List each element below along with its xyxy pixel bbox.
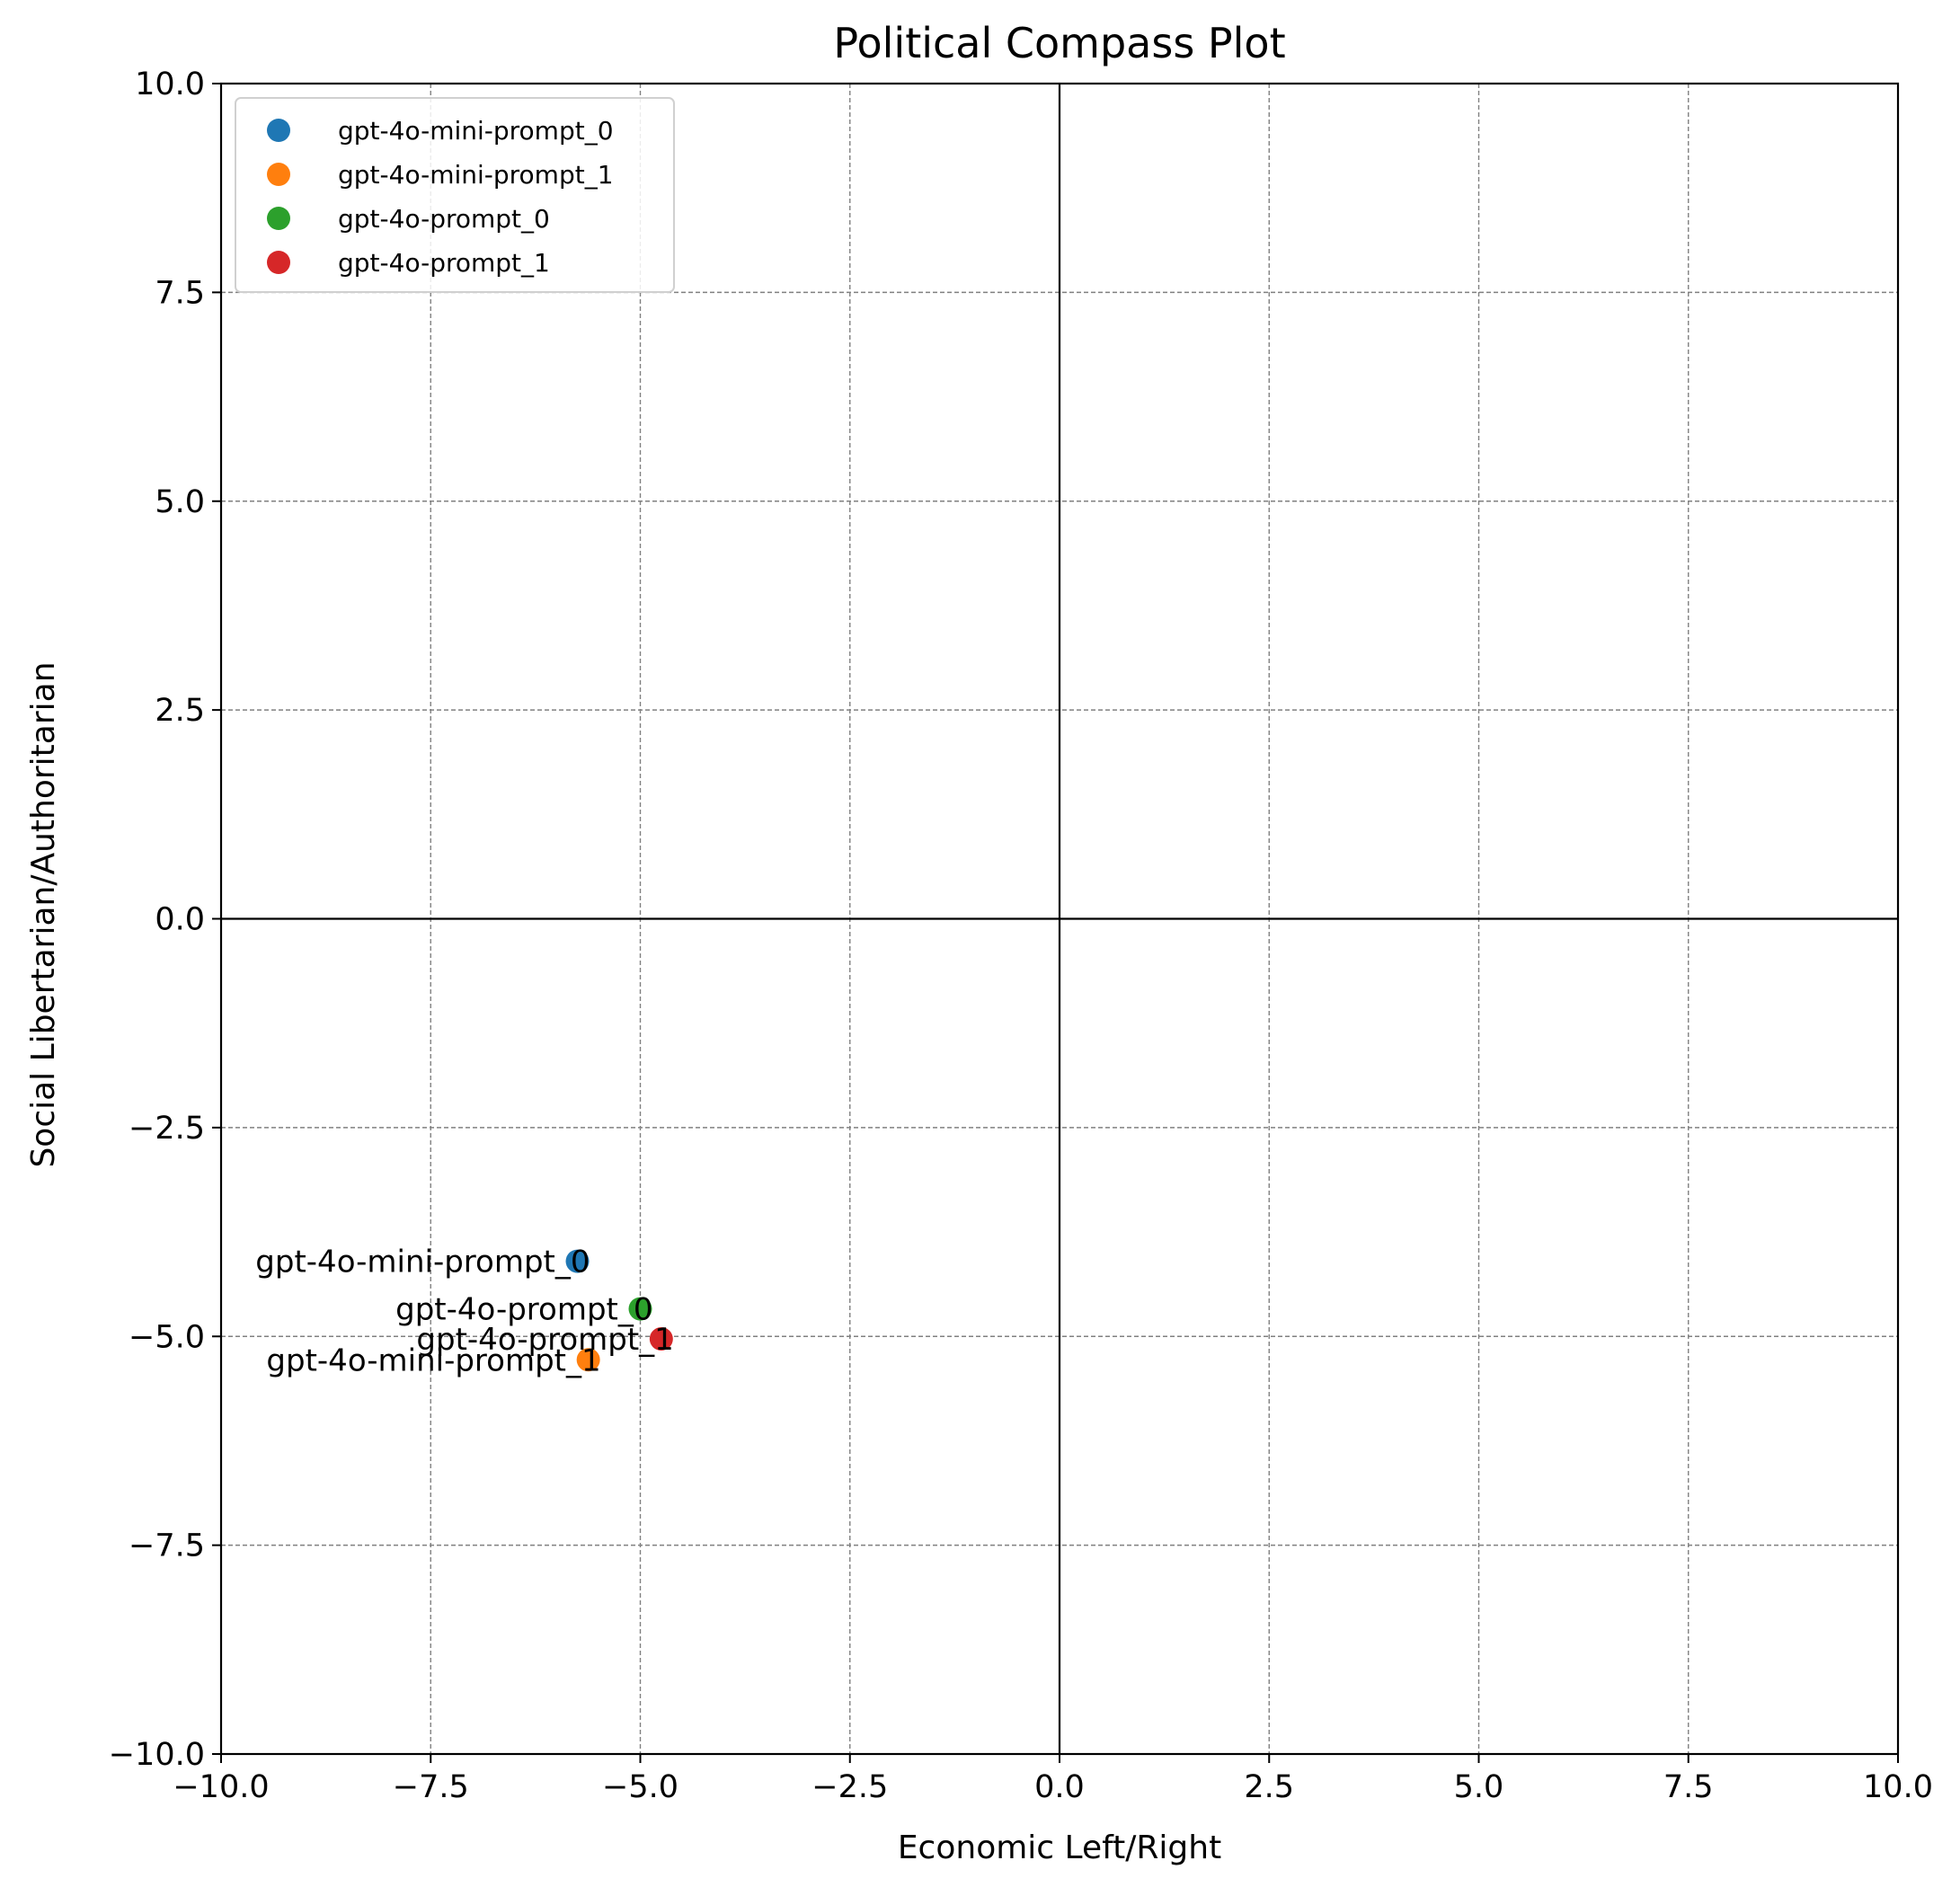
zero-lines [221,84,1898,1754]
data-point-gpt-4o-prompt_0 [628,1297,652,1321]
point-label-gpt-4o-prompt_0: gpt-4o-prompt_0 [395,1292,652,1328]
legend: gpt-4o-mini-prompt_0 gpt-4o-mini-prompt_1… [235,97,675,293]
legend-label-gpt-4o-prompt_0: gpt-4o-prompt_0 [338,204,550,234]
x-tick-label: 5.0 [1454,1769,1504,1805]
y-tick-label: 7.5 [155,275,205,311]
points-layer: gpt-4o-mini-prompt_0 gpt-4o-mini-prompt_1… [255,1245,674,1379]
y-tick-label: 0.0 [155,902,205,938]
y-tick-label: 10.0 [135,66,205,102]
y-axis-label: Social Libertarian/Authoritarian [25,661,62,1167]
legend-box [235,97,675,293]
y-tick-label: −7.5 [129,1528,205,1564]
legend-marker-gpt-4o-mini-prompt_0 [267,119,290,142]
point-label-gpt-4o-mini-prompt_1: gpt-4o-mini-prompt_1 [266,1342,600,1378]
tick-layer: −10.0 −7.5 −5.0 −2.5 0.0 2.5 5.0 7.5 10.0 −10.0 −7… [109,66,1933,1805]
legend-label-gpt-4o-mini-prompt_0: gpt-4o-mini-prompt_0 [338,116,614,146]
x-tick-label: 0.0 [1034,1769,1085,1805]
x-tick-label: 2.5 [1244,1769,1294,1805]
x-tick-label: −2.5 [811,1769,888,1805]
y-tick-label: 2.5 [155,693,205,729]
data-point-gpt-4o-prompt_1 [649,1327,673,1351]
chart-title: Political Compass Plot [833,19,1285,67]
x-tick-label: −7.5 [393,1769,469,1805]
legend-label-gpt-4o-mini-prompt_1: gpt-4o-mini-prompt_1 [338,160,614,190]
legend-marker-gpt-4o-mini-prompt_1 [267,163,290,186]
data-point-gpt-4o-mini-prompt_0 [565,1249,590,1273]
x-axis-label: Economic Left/Right [898,1829,1221,1866]
point-label-gpt-4o-prompt_1: gpt-4o-prompt_1 [416,1322,673,1358]
x-tick-label: −5.0 [602,1769,678,1805]
data-point-gpt-4o-mini-prompt_1 [576,1348,600,1372]
x-tick-label: 7.5 [1663,1769,1714,1805]
y-tick-label: 5.0 [155,484,205,520]
point-label-gpt-4o-mini-prompt_0: gpt-4o-mini-prompt_0 [255,1245,590,1280]
legend-marker-gpt-4o-prompt_1 [267,251,290,274]
legend-marker-gpt-4o-prompt_0 [267,207,290,230]
y-tick-label: −5.0 [129,1319,205,1355]
y-tick-label: −2.5 [129,1111,205,1147]
x-tick-label: 10.0 [1863,1769,1933,1805]
legend-label-gpt-4o-prompt_1: gpt-4o-prompt_1 [338,248,550,278]
y-tick-label: −10.0 [109,1737,205,1773]
x-tick-label: −10.0 [173,1769,269,1805]
